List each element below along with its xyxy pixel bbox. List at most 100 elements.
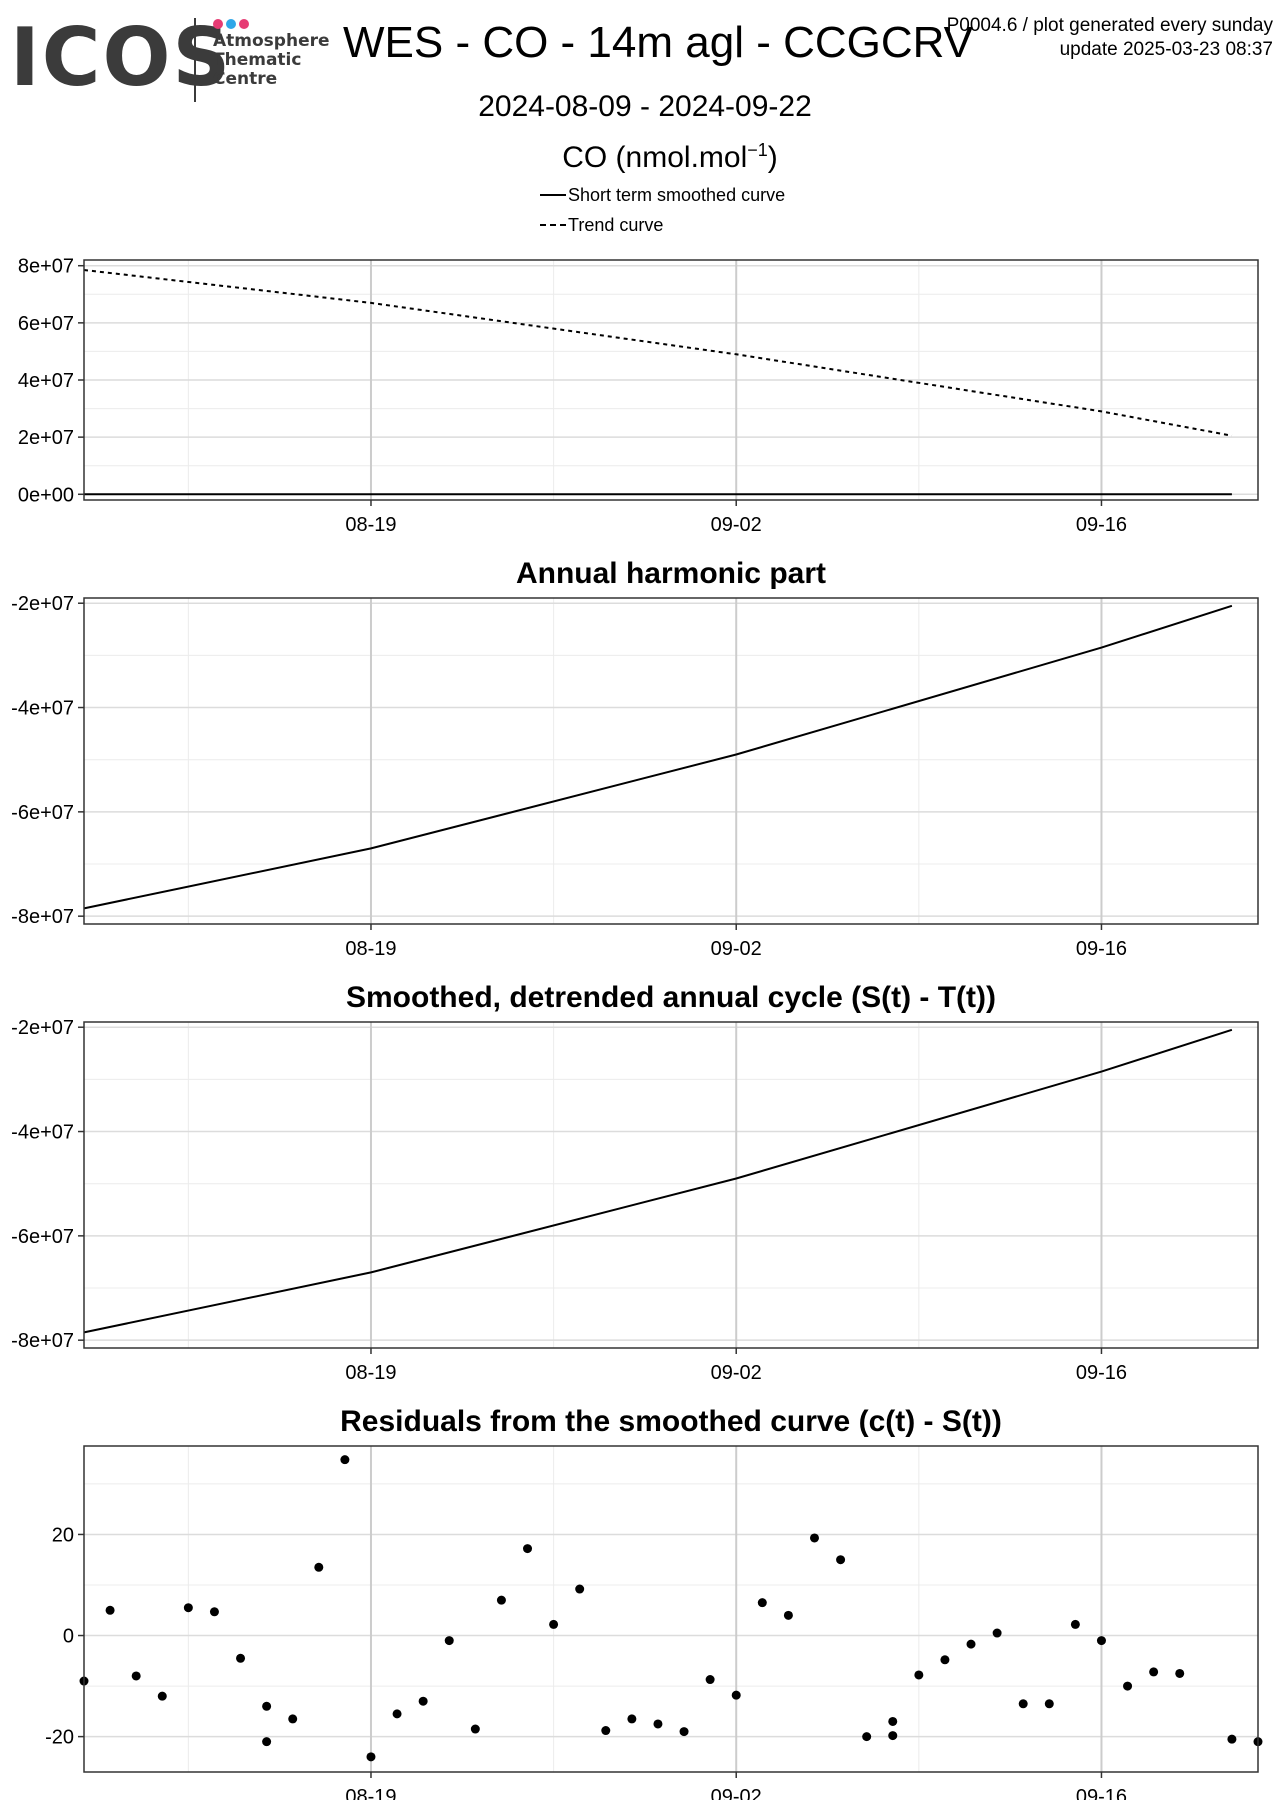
- y-tick-label: -2e+07: [11, 1017, 74, 1039]
- icos-logo: ICOS: [10, 11, 233, 104]
- x-tick-label: 09-02: [711, 1362, 762, 1384]
- y-tick-label: -8e+07: [11, 906, 74, 928]
- data-point: [262, 1737, 272, 1747]
- data-point: [418, 1696, 428, 1706]
- data-point: [679, 1727, 689, 1737]
- x-tick-label: 09-02: [711, 938, 762, 960]
- y-tick-label: -20: [45, 1727, 74, 1749]
- data-point: [340, 1455, 350, 1465]
- data-point: [1096, 1636, 1106, 1646]
- data-point: [653, 1719, 663, 1729]
- x-tick-label: 08-19: [345, 514, 396, 536]
- logo-subtitle: Atmosphere Thematic Centre: [213, 32, 330, 89]
- dashed-line-icon: [540, 224, 566, 226]
- series-line: [83, 1028, 1233, 1334]
- data-point: [705, 1675, 715, 1685]
- y-tick-label: -4e+07: [11, 698, 74, 720]
- panel-frame: [83, 1445, 1259, 1773]
- y-tick-label: -4e+07: [11, 1122, 74, 1144]
- data-point: [549, 1619, 559, 1629]
- data-point: [183, 1603, 193, 1613]
- meta-line: update 2025-03-23 08:37: [1059, 39, 1273, 60]
- data-point: [888, 1716, 898, 1726]
- panel-title: Residuals from the smoothed curve (c(t) …: [340, 1405, 1002, 1438]
- x-tick-label: 09-16: [1076, 1786, 1127, 1800]
- data-point: [888, 1731, 898, 1741]
- data-point: [366, 1752, 376, 1762]
- data-point: [627, 1714, 637, 1724]
- data-point: [809, 1533, 819, 1543]
- y-tick-label: -6e+07: [11, 802, 74, 824]
- x-tick-label: 09-16: [1076, 938, 1127, 960]
- legend-label: Trend curve: [568, 214, 664, 235]
- data-point: [601, 1726, 611, 1736]
- x-tick-label: 09-16: [1076, 1362, 1127, 1384]
- x-tick-label: 08-19: [345, 1786, 396, 1800]
- data-point: [157, 1691, 167, 1701]
- y-tick-label: 8e+07: [18, 256, 74, 278]
- data-point: [444, 1636, 454, 1646]
- panel-frame: [83, 1021, 1259, 1349]
- data-point: [1149, 1667, 1159, 1677]
- logo-divider: [194, 18, 196, 102]
- data-point: [914, 1670, 924, 1680]
- x-tick-label: 08-19: [345, 938, 396, 960]
- data-point: [836, 1555, 846, 1565]
- data-point: [523, 1544, 533, 1554]
- y-tick-label: 4e+07: [18, 370, 74, 392]
- legend-item-trend: Trend curve: [540, 210, 785, 240]
- legend-label: Short term smoothed curve: [568, 184, 786, 205]
- chart-header: ICOS Atmosphere Thematic Centre WES - CO…: [0, 0, 1275, 250]
- x-tick-label: 08-19: [345, 1362, 396, 1384]
- chart-panel: -2e+07 -4e+07 -6e+07 -8e+07 08-19 09-02 09-16 S…: [11, 981, 1259, 1384]
- panel-frame: [83, 259, 1259, 501]
- unit-close: ): [767, 141, 778, 174]
- data-point: [966, 1639, 976, 1649]
- data-point: [1070, 1619, 1080, 1629]
- y-tick-label: -2e+07: [11, 593, 74, 615]
- unit-title: CO (nmol.mol−1): [0, 140, 1275, 175]
- data-point: [288, 1714, 298, 1724]
- data-point: [1044, 1699, 1054, 1709]
- logo-line: Atmosphere: [213, 31, 330, 51]
- chart-panel: 0e+00 2e+07 4e+07 6e+07 8e+07 08-19 09-02 09-16: [18, 256, 1259, 536]
- trend-line: [83, 269, 1233, 437]
- data-point: [731, 1690, 741, 1700]
- x-tick-label: 09-02: [711, 1786, 762, 1800]
- data-point: [105, 1605, 115, 1615]
- logo-line: Centre: [213, 69, 278, 89]
- meta-line: P0004.6 / plot generated every sunday: [946, 15, 1273, 36]
- plot-metadata: P0004.6 / plot generated every sunday up…: [947, 14, 1273, 62]
- y-tick-label: 2e+07: [18, 427, 74, 449]
- panel-frame: [83, 597, 1259, 925]
- chart-panel: 20 0 -20 08-19 09-02 09-16 Residuals from the …: [45, 1405, 1263, 1800]
- data-point: [1123, 1681, 1133, 1691]
- y-tick-label: 6e+07: [18, 313, 74, 335]
- date-range: 2024-08-09 - 2024-09-22: [478, 90, 812, 123]
- data-point: [992, 1628, 1002, 1638]
- data-point: [131, 1671, 141, 1681]
- data-point: [940, 1655, 950, 1665]
- data-point: [783, 1610, 793, 1620]
- data-point: [575, 1584, 585, 1594]
- data-point: [236, 1653, 246, 1663]
- data-point: [392, 1709, 402, 1719]
- chart-title: WES - CO - 14m agl - CCGCRV: [343, 18, 973, 67]
- data-point: [1227, 1734, 1237, 1744]
- panel-title: Smoothed, detrended annual cycle (S(t) -…: [346, 981, 996, 1014]
- unit-exponent: −1: [747, 140, 768, 160]
- data-point: [1175, 1668, 1185, 1678]
- y-tick-label: -8e+07: [11, 1330, 74, 1352]
- data-point: [209, 1607, 219, 1617]
- data-point: [470, 1724, 480, 1734]
- data-point: [262, 1701, 272, 1711]
- series-line: [83, 604, 1233, 910]
- legend-item-smoothed: Short term smoothed curve: [540, 180, 785, 210]
- data-point: [314, 1562, 324, 1572]
- legend: Short term smoothed curve Trend curve: [540, 180, 785, 240]
- chart-panel: -2e+07 -4e+07 -6e+07 -8e+07 08-19 09-02 09-16 A…: [11, 557, 1259, 960]
- data-point: [1018, 1699, 1028, 1709]
- solid-line-icon: [540, 194, 566, 196]
- data-point: [496, 1595, 506, 1605]
